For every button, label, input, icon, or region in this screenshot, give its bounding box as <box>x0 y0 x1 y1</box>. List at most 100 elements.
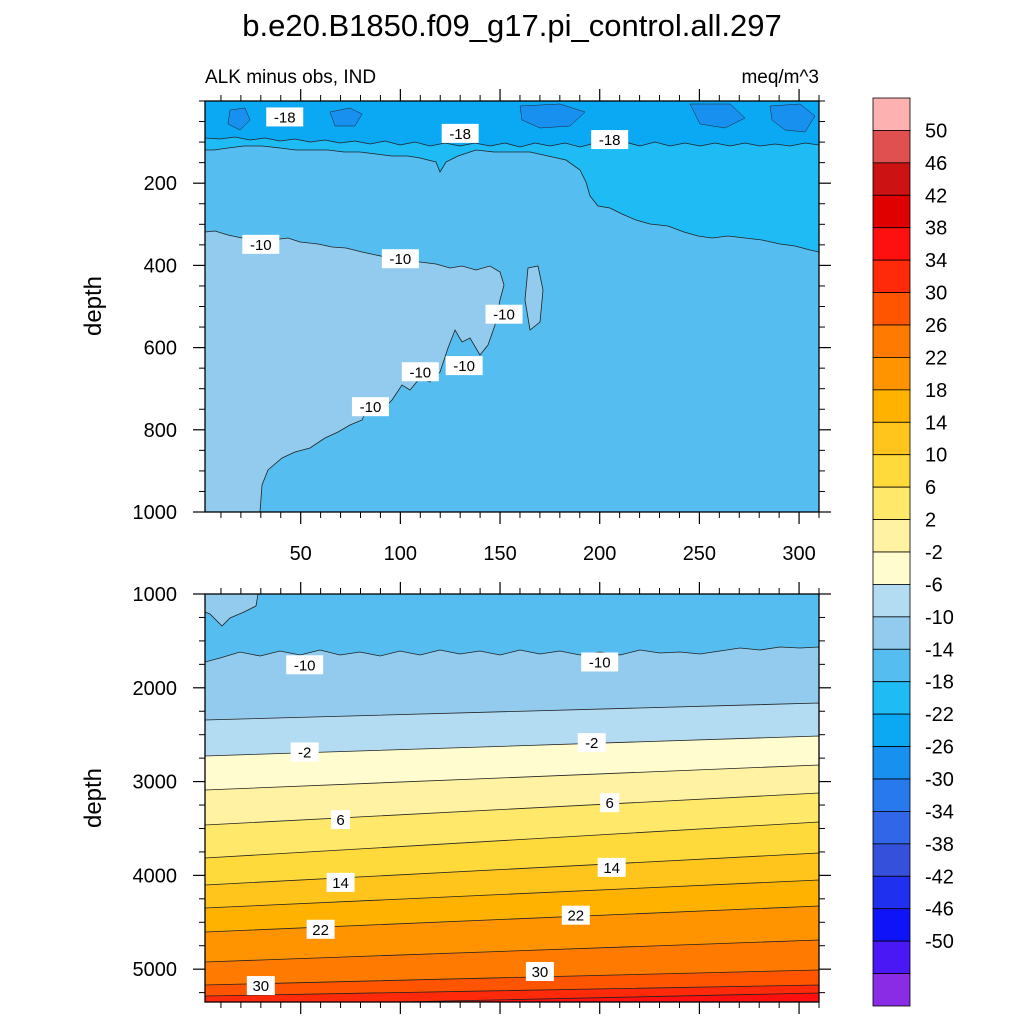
lower-fill-top-left <box>205 594 259 627</box>
colorbar-label: 46 <box>925 153 947 175</box>
colorbar-box <box>872 713 911 747</box>
contour-label-box <box>351 397 389 417</box>
lower-axis: 1000 2000 3000 4000 5000 <box>133 582 831 1014</box>
contour-label: -10 <box>294 657 316 674</box>
colorbar-label: -50 <box>925 931 954 953</box>
colorbar-box <box>872 908 911 942</box>
upper-contour-fills <box>205 101 819 512</box>
contour-label-box <box>561 905 590 925</box>
colorbar-box <box>872 259 911 293</box>
colorbar-label: -10 <box>925 607 954 629</box>
colorbar-label: -2 <box>925 542 943 564</box>
contour-label: -18 <box>274 109 296 126</box>
colorbar-label: -30 <box>925 769 954 791</box>
colorbar-box <box>872 843 911 877</box>
colorbar-box <box>872 973 911 1007</box>
contour-label: -10 <box>453 358 475 375</box>
colorbar-box <box>872 130 911 164</box>
colorbar-label: -46 <box>925 899 954 921</box>
colorbar: 50 46 42 38 34 30 26 22 18 14 10 6 2 -2 -6 -10 -14 -18 -22… <box>872 97 954 1007</box>
colorbar-box <box>872 584 911 618</box>
colorbar-box <box>872 486 911 520</box>
contour-label: -10 <box>390 251 412 268</box>
y-tick-label: 1000 <box>133 502 178 524</box>
y-tick-label: 4000 <box>133 865 178 887</box>
x-tick-label: 250 <box>683 543 716 565</box>
contour-label-box <box>401 362 439 382</box>
y-tick-label: 200 <box>144 173 177 195</box>
upper-fill-island <box>524 265 544 331</box>
colorbar-box <box>872 162 911 196</box>
lower-contour-labels: -10 -10 -2 -2 6 6 14 14 22 22 30 30 <box>246 652 626 996</box>
y-tick-label: 5000 <box>133 959 178 981</box>
contour-label: -2 <box>585 735 598 752</box>
x-tick-label: 50 <box>290 543 312 565</box>
x-tick-label: 150 <box>483 543 516 565</box>
contour-label-box <box>326 872 355 892</box>
contour-label-box <box>266 107 304 127</box>
colorbar-label: 34 <box>925 250 947 272</box>
contour-label-box <box>525 961 554 981</box>
colorbar-box <box>872 194 911 229</box>
colorbar-box <box>872 292 911 326</box>
contour-label: 14 <box>603 860 620 877</box>
contour-label: 22 <box>312 922 329 939</box>
colorbar-box <box>872 519 911 553</box>
contour-label-box <box>581 652 619 672</box>
colorbar-box <box>872 616 911 650</box>
contour-label-box <box>381 249 419 269</box>
colorbar-label: 22 <box>925 347 947 369</box>
contour-label: -18 <box>449 126 471 143</box>
colorbar-label: -18 <box>925 672 954 694</box>
lower-contour-fills <box>205 594 819 1002</box>
contour-label-box <box>441 123 479 143</box>
x-tick-label: 100 <box>384 543 417 565</box>
contour-label-box <box>242 234 280 254</box>
subtitle-left: ALK minus obs, IND <box>205 67 376 88</box>
colorbar-label: 2 <box>925 510 936 532</box>
contour-label-box <box>246 976 275 996</box>
lower-fill-38 <box>399 992 819 1002</box>
contour-label-box <box>577 733 606 753</box>
contour-label: -10 <box>493 307 515 324</box>
colorbar-label: 38 <box>925 218 947 240</box>
colorbar-label: 30 <box>925 283 947 305</box>
colorbar-box <box>872 778 911 812</box>
figure-title: b.e20.B1850.f09_g17.pi_control.all.297 <box>242 8 782 43</box>
contour-label: -2 <box>298 745 311 762</box>
contour-label: 22 <box>567 908 584 925</box>
lower-y-label: depth <box>80 768 107 828</box>
colorbar-label: 18 <box>925 380 947 402</box>
lower-panel: 1000 2000 3000 4000 5000 -10 -10 -2 -2 6 6 14 14 22 2… <box>80 582 831 1014</box>
colorbar-box <box>872 551 911 585</box>
colorbar-box <box>872 454 911 488</box>
colorbar-label: -14 <box>925 639 954 661</box>
colorbar-label: -26 <box>925 737 954 759</box>
colorbar-box <box>872 227 911 261</box>
colorbar-label: -6 <box>925 574 943 596</box>
colorbar-label: 42 <box>925 185 947 207</box>
contour-label: 6 <box>336 812 344 829</box>
contour-label-box <box>591 130 629 150</box>
colorbar-box <box>872 421 911 456</box>
upper-fill-light-region <box>205 230 505 512</box>
colorbar-label: 50 <box>925 120 947 142</box>
colorbar-box <box>872 97 911 131</box>
contour-label: -10 <box>250 237 272 254</box>
contour-label: 30 <box>532 964 549 981</box>
colorbar-box <box>872 681 911 715</box>
contour-label-box <box>286 655 324 675</box>
colorbar-box <box>872 940 911 974</box>
subtitle-right: meq/m^3 <box>741 67 819 88</box>
colorbar-box <box>872 875 911 910</box>
contour-label: -10 <box>409 364 431 381</box>
colorbar-box <box>872 811 911 845</box>
y-tick-label: 800 <box>144 420 177 442</box>
colorbar-box <box>872 648 911 683</box>
y-tick-label: 3000 <box>133 772 178 794</box>
colorbar-label: -34 <box>925 801 954 823</box>
colorbar-label: 6 <box>925 477 936 499</box>
y-tick-label: 2000 <box>133 678 178 700</box>
